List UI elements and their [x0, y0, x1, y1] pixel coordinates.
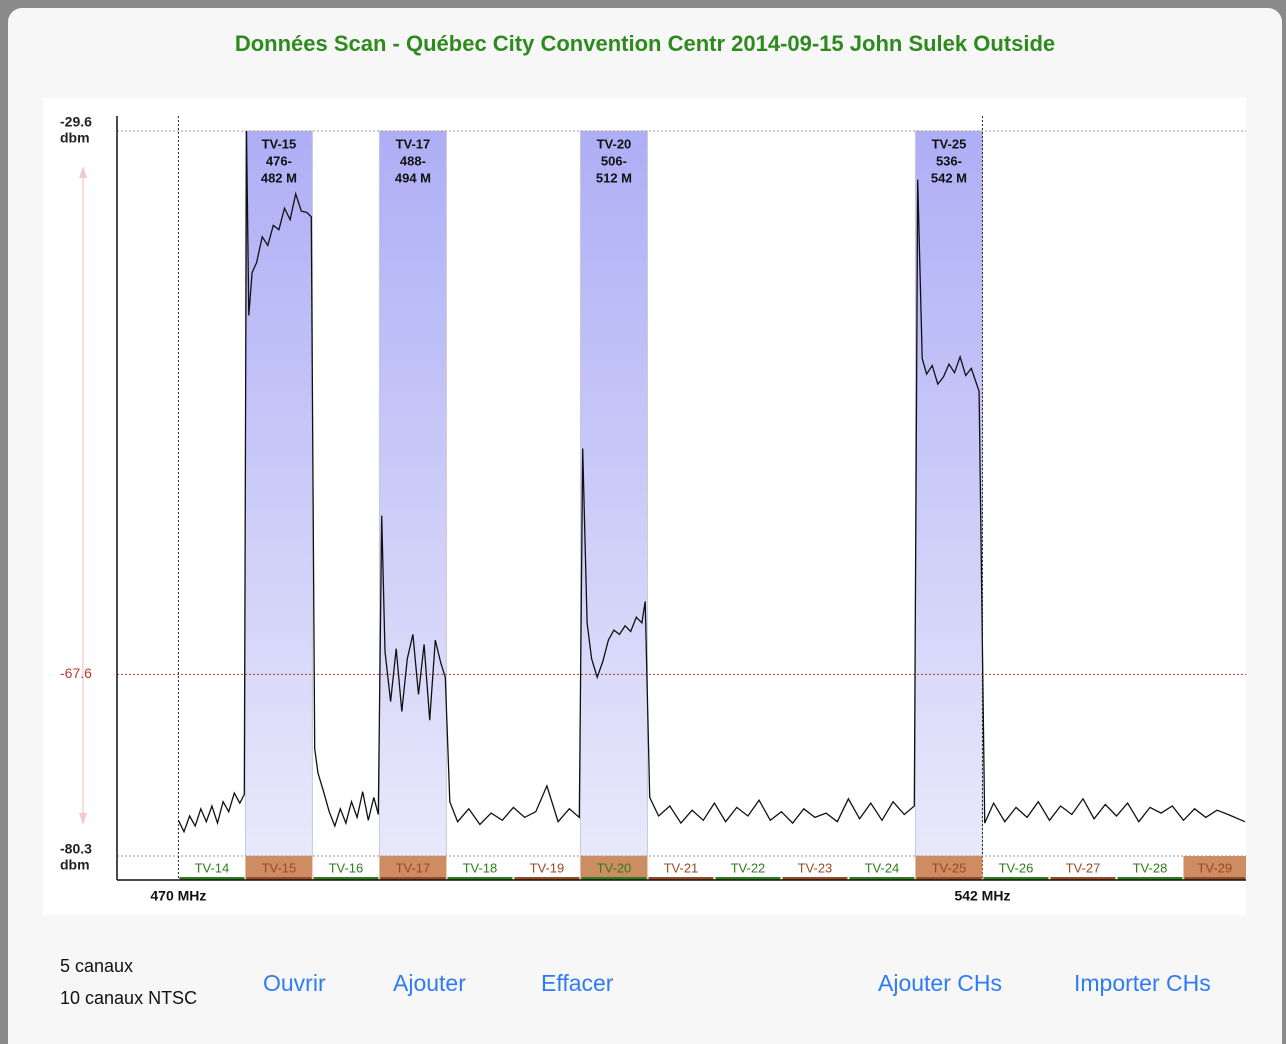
channel-label: TV-28: [1133, 860, 1168, 875]
band-label: 494 M: [395, 170, 431, 185]
channel-band: [579, 130, 648, 857]
y-unit-label: dbm: [60, 857, 90, 873]
band-label: TV-25: [932, 136, 967, 151]
band-label: 476-: [266, 153, 292, 168]
button[interactable]: Ajouter CHs: [878, 970, 1002, 996]
channel-underline: [179, 877, 245, 880]
channel-label: TV-24: [865, 860, 900, 875]
band-label: TV-17: [396, 136, 431, 151]
band-label: 536-: [936, 153, 962, 168]
chart-title: Données Scan - Québec City Convention Ce…: [235, 31, 1055, 56]
count-label: 5 canaux: [60, 956, 134, 976]
channel-label: TV-29: [1197, 860, 1232, 875]
channel-label: TV-20: [597, 860, 632, 875]
channel-underline: [916, 877, 982, 880]
channel-cell: [245, 856, 313, 880]
channel-label: TV-16: [329, 860, 364, 875]
channel-cell: [580, 856, 648, 880]
channel-underline: [648, 877, 714, 880]
y-tick-label: -29.6: [60, 114, 92, 130]
channel-label: TV-18: [463, 860, 498, 875]
channel-cell: [379, 856, 447, 880]
button[interactable]: Importer CHs: [1074, 970, 1211, 996]
channel-label: TV-19: [530, 860, 565, 875]
channel-cell: [1183, 856, 1246, 880]
channel-label: TV-26: [999, 860, 1034, 875]
channel-label: TV-14: [195, 860, 230, 875]
y-tick-label: -80.3: [60, 841, 92, 857]
band-label: TV-20: [597, 136, 632, 151]
y-unit-label: dbm: [60, 130, 90, 146]
channel-underline: [380, 877, 446, 880]
window: Données Scan - Québec City Convention Ce…: [8, 8, 1282, 1044]
band-label: 506-: [601, 153, 627, 168]
channel-band: [244, 130, 313, 857]
chart: Données Scan - Québec City Convention Ce…: [43, 31, 1246, 915]
channel-label: TV-27: [1066, 860, 1101, 875]
count-label: 10 canaux NTSC: [60, 988, 198, 1008]
channel-label: TV-17: [396, 860, 431, 875]
channel-band: [914, 130, 983, 857]
channel-underline: [849, 877, 915, 880]
channel-underline: [1117, 877, 1183, 880]
channel-cell: [915, 856, 983, 880]
channel-underline: [983, 877, 1049, 880]
channel-underline: [715, 877, 781, 880]
button[interactable]: Ouvrir: [263, 970, 326, 996]
channel-underline: [581, 877, 647, 880]
channel-band: [378, 130, 447, 857]
channel-label: TV-15: [262, 860, 297, 875]
band-label: TV-15: [262, 136, 297, 151]
band-label: 542 M: [931, 170, 967, 185]
y-tick-label: -67.6: [60, 665, 92, 681]
spectrum-trace: [177, 130, 1246, 834]
channel-underline: [246, 877, 312, 880]
channel-underline: [1050, 877, 1116, 880]
band-label: 512 M: [596, 170, 632, 185]
channel-underline: [447, 877, 513, 880]
x-tick-label: 542 MHz: [954, 888, 1010, 904]
button[interactable]: Effacer: [541, 970, 614, 996]
channel-label: TV-25: [932, 860, 967, 875]
band-label: 482 M: [261, 170, 297, 185]
channel-label: TV-22: [731, 860, 766, 875]
channel-underline: [514, 877, 580, 880]
channel-label: TV-21: [664, 860, 699, 875]
channel-underline: [313, 877, 379, 880]
band-label: 488-: [400, 153, 426, 168]
button[interactable]: Ajouter: [393, 970, 466, 996]
channel-underline: [782, 877, 848, 880]
channel-underline: [1184, 877, 1245, 880]
channel-label: TV-23: [798, 860, 833, 875]
x-tick-label: 470 MHz: [150, 888, 206, 904]
